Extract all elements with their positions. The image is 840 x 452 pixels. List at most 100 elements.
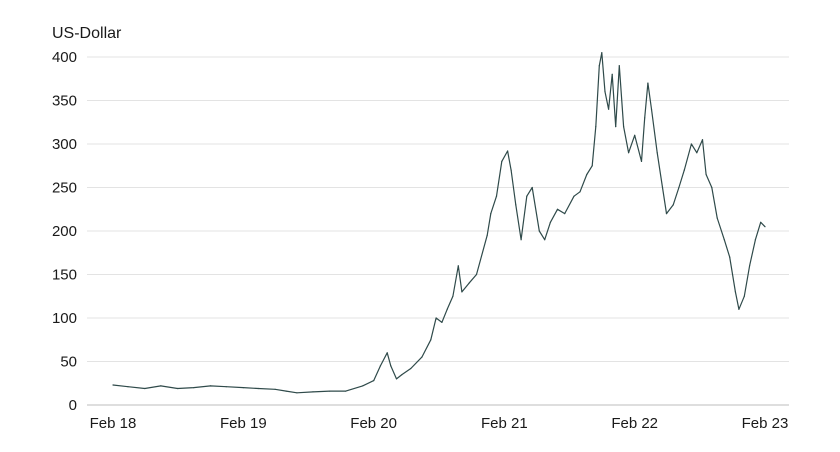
- data-point: [430, 339, 432, 341]
- data-point: [628, 152, 630, 154]
- data-point: [690, 143, 693, 145]
- data-point: [127, 386, 129, 388]
- data-point: [531, 186, 533, 189]
- data-point: [701, 139, 704, 141]
- data-point: [379, 365, 381, 367]
- gridlines: [87, 56, 789, 362]
- data-point: [209, 385, 212, 387]
- data-point: [579, 191, 581, 193]
- data-point: [711, 186, 713, 189]
- data-point: [362, 385, 364, 387]
- data-point: [144, 387, 146, 390]
- data-point: [604, 91, 606, 93]
- data-point: [705, 173, 707, 176]
- data-point: [595, 126, 597, 128]
- data-point: [601, 52, 603, 54]
- data-point: [441, 321, 443, 323]
- data-point: [734, 291, 737, 293]
- data-point: [678, 186, 680, 189]
- data-point: [510, 169, 512, 171]
- data-point: [549, 221, 552, 223]
- data-point: [749, 265, 751, 267]
- y-tick-label: 0: [69, 397, 77, 414]
- x-tick-label: Feb 18: [90, 415, 137, 432]
- x-tick-label: Feb 20: [350, 415, 397, 432]
- data-point: [598, 65, 600, 67]
- data-point: [611, 73, 613, 75]
- data-point: [329, 390, 331, 392]
- data-point: [634, 134, 636, 136]
- x-tick-label: Feb 21: [481, 415, 528, 432]
- data-point: [395, 378, 398, 380]
- data-point: [640, 160, 643, 162]
- data-point: [225, 386, 227, 388]
- data-point: [468, 282, 470, 284]
- data-point: [644, 117, 646, 119]
- data-point: [738, 308, 740, 310]
- data-point: [650, 108, 653, 110]
- data-point: [410, 367, 412, 370]
- data-point: [421, 356, 423, 358]
- y-tick-label: 50: [60, 354, 77, 371]
- data-point: [656, 152, 658, 154]
- data-point: [112, 384, 114, 386]
- data-point: [401, 374, 403, 376]
- data-point: [296, 392, 298, 394]
- data-point: [683, 169, 685, 171]
- data-point: [257, 387, 259, 390]
- data-point: [446, 308, 448, 310]
- data-point: [586, 173, 588, 176]
- x-tick-label: Feb 19: [220, 415, 267, 432]
- data-point: [623, 126, 625, 128]
- data-point: [729, 256, 731, 258]
- data-point: [507, 150, 509, 152]
- data-point: [760, 221, 762, 223]
- y-tick-label: 100: [52, 310, 77, 327]
- y-tick-label: 400: [52, 49, 77, 66]
- data-point: [452, 295, 454, 297]
- data-point: [177, 387, 179, 390]
- y-tick-label: 300: [52, 136, 77, 153]
- data-point: [520, 239, 522, 241]
- data-point: [501, 160, 503, 162]
- data-point: [486, 234, 488, 236]
- data-point: [665, 213, 668, 215]
- y-tick-label: 350: [52, 93, 77, 110]
- data-point: [475, 273, 478, 276]
- data-point: [160, 385, 162, 387]
- data-point: [495, 195, 498, 197]
- data-point: [242, 387, 244, 389]
- y-tick-label: 200: [52, 223, 77, 240]
- data-point: [618, 65, 620, 67]
- data-point: [386, 352, 388, 354]
- data-point: [457, 265, 459, 267]
- data-point: [312, 391, 314, 393]
- data-point: [764, 226, 766, 228]
- data-point: [723, 239, 725, 241]
- data-point: [696, 152, 698, 154]
- y-axis-ticks: 0 50 100 150 200 250 300 350 400: [52, 49, 77, 414]
- data-point: [564, 213, 566, 215]
- data-point: [274, 388, 276, 390]
- x-axis-ticks: Feb 18 Feb 19 Feb 20 Feb 21 Feb 22 Feb 23: [90, 415, 789, 432]
- data-point: [515, 204, 517, 206]
- data-point: [435, 317, 437, 319]
- data-point: [526, 195, 528, 197]
- data-point: [573, 195, 575, 197]
- data-point: [538, 230, 540, 232]
- data-point: [591, 165, 593, 167]
- data-point: [754, 239, 757, 241]
- data-point: [490, 213, 492, 215]
- data-point: [345, 390, 347, 392]
- y-tick-label: 250: [52, 180, 77, 197]
- data-point: [461, 291, 463, 293]
- data-point: [193, 387, 195, 389]
- series-data-points: [112, 52, 766, 394]
- data-point: [556, 208, 559, 210]
- y-axis-unit-label: US-Dollar: [52, 25, 122, 42]
- x-tick-label: Feb 23: [742, 415, 789, 432]
- data-point: [743, 295, 745, 297]
- price-series-line: [112, 52, 766, 394]
- data-point: [716, 217, 718, 219]
